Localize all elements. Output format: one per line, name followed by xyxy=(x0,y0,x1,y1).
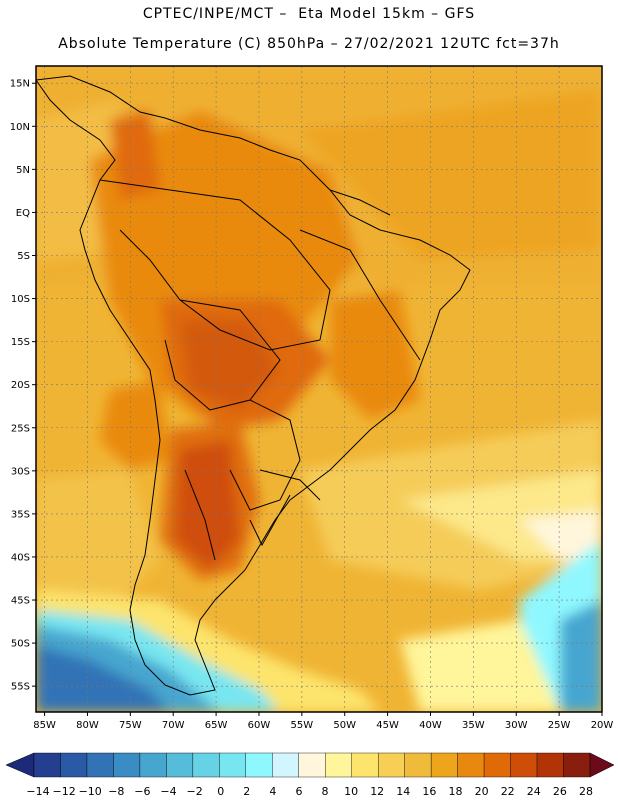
lat-tick-label: 15N xyxy=(10,79,30,90)
colorbar-label: 6 xyxy=(296,785,303,798)
colorbar-swatch xyxy=(351,752,379,778)
colorbar-label: −2 xyxy=(186,785,202,798)
colorbar-swatch xyxy=(325,752,352,778)
map-frame xyxy=(35,65,603,713)
lat-tick-label: 5N xyxy=(16,165,30,176)
lon-tick-label: 70W xyxy=(162,720,185,731)
lon-tick-label: 60W xyxy=(248,720,271,731)
colorbar-label: 12 xyxy=(370,785,384,798)
lon-tick-label: 50W xyxy=(333,720,356,731)
colorbar-label: 24 xyxy=(527,785,541,798)
graticule xyxy=(36,66,602,712)
lat-tick-label: 10N xyxy=(10,122,30,133)
colorbar-label: −14 xyxy=(26,785,49,798)
lon-tick-label: 80W xyxy=(76,720,99,731)
colorbar-label: 16 xyxy=(422,785,436,798)
latitude-axis: 15N 10N 5N EQ 5S 10S 15S 20S 25S 30S 35S 40S 45S 50S 5… xyxy=(10,79,36,693)
colorbar-swatch xyxy=(457,752,485,778)
colorbar-label: 8 xyxy=(322,785,329,798)
colorbar-swatch xyxy=(272,752,299,778)
longitude-axis: 85W 80W 75W 70W 65W 60W 55W 50W 45W 40W 35W 30W 25W 2… xyxy=(33,712,613,731)
lon-tick-label: 55W xyxy=(291,720,314,731)
colorbar-label: 26 xyxy=(553,785,567,798)
colorbar-swatch xyxy=(166,752,194,778)
lat-tick-label: 10S xyxy=(11,294,30,305)
chart-title: CPTEC/INPE/MCT – Eta Model 15km – GFS xyxy=(142,6,476,22)
colorbar-label: −8 xyxy=(108,785,124,798)
colorbar: −14 −12 −10 −8 −6 −4 −2 0 2 4 6 8 10 12 14 16 18 20 22 24 26… xyxy=(5,752,615,798)
colorbar-swatch xyxy=(86,752,114,778)
lon-tick-label: 75W xyxy=(119,720,142,731)
colorbar-label: 4 xyxy=(269,785,276,798)
coastlines xyxy=(36,75,471,696)
lat-tick-label: 55S xyxy=(11,682,30,693)
colorbar-label: 18 xyxy=(449,785,463,798)
lat-tick-label: 25S xyxy=(11,423,30,434)
colorbar-label: 14 xyxy=(396,785,410,798)
lat-tick-label: 45S xyxy=(11,596,30,607)
lon-tick-label: 30W xyxy=(505,720,528,731)
lon-tick-label: 45W xyxy=(376,720,399,731)
colorbar-swatch xyxy=(510,752,538,778)
colorbar-over-arrow xyxy=(589,752,615,778)
lon-tick-label: 25W xyxy=(548,720,571,731)
colorbar-swatch xyxy=(430,752,458,778)
colorbar-label: 10 xyxy=(344,785,358,798)
colorbar-label: 28 xyxy=(579,785,593,798)
colorbar-swatch xyxy=(33,752,61,778)
colorbar-swatch xyxy=(113,752,141,778)
colorbar-swatch xyxy=(563,752,591,778)
lat-tick-label: 5S xyxy=(17,251,30,262)
colorbar-swatch xyxy=(536,752,564,778)
chart-subtitle: Absolute Temperature (C) 850hPa – 27/02/… xyxy=(58,36,560,52)
colorbar-label: 22 xyxy=(501,785,515,798)
colorbar-label: 2 xyxy=(243,785,250,798)
lat-tick-label: 50S xyxy=(11,639,30,650)
colorbar-label: −4 xyxy=(160,785,176,798)
colorbar-under-arrow xyxy=(5,752,35,778)
lat-tick-label: 35S xyxy=(11,509,30,520)
lon-tick-label: 35W xyxy=(462,720,485,731)
colorbar-swatch xyxy=(192,752,220,778)
colorbar-label: −12 xyxy=(52,785,75,798)
lat-tick-label: 30S xyxy=(11,466,30,477)
colorbar-swatch xyxy=(60,752,88,778)
lon-tick-label: 40W xyxy=(419,720,442,731)
colorbar-swatch xyxy=(219,752,247,778)
colorbar-swatch xyxy=(245,752,273,778)
lon-tick-label: 65W xyxy=(205,720,228,731)
colorbar-label: 20 xyxy=(475,785,489,798)
colorbar-swatch xyxy=(404,752,432,778)
lat-tick-label: 15S xyxy=(11,337,30,348)
colorbar-label: −10 xyxy=(79,785,102,798)
colorbar-label: 0 xyxy=(217,785,224,798)
lat-tick-label: 20S xyxy=(11,380,30,391)
colorbar-label: −6 xyxy=(134,785,150,798)
colorbar-swatch xyxy=(377,752,405,778)
lon-tick-label: 20W xyxy=(591,720,614,731)
lat-tick-label: 40S xyxy=(11,552,30,563)
lat-tick-label: EQ xyxy=(16,208,30,219)
colorbar-swatch xyxy=(483,752,511,778)
colorbar-swatch xyxy=(139,752,167,778)
colorbar-swatch xyxy=(298,752,326,778)
lon-tick-label: 85W xyxy=(33,720,56,731)
temperature-field xyxy=(36,66,602,712)
